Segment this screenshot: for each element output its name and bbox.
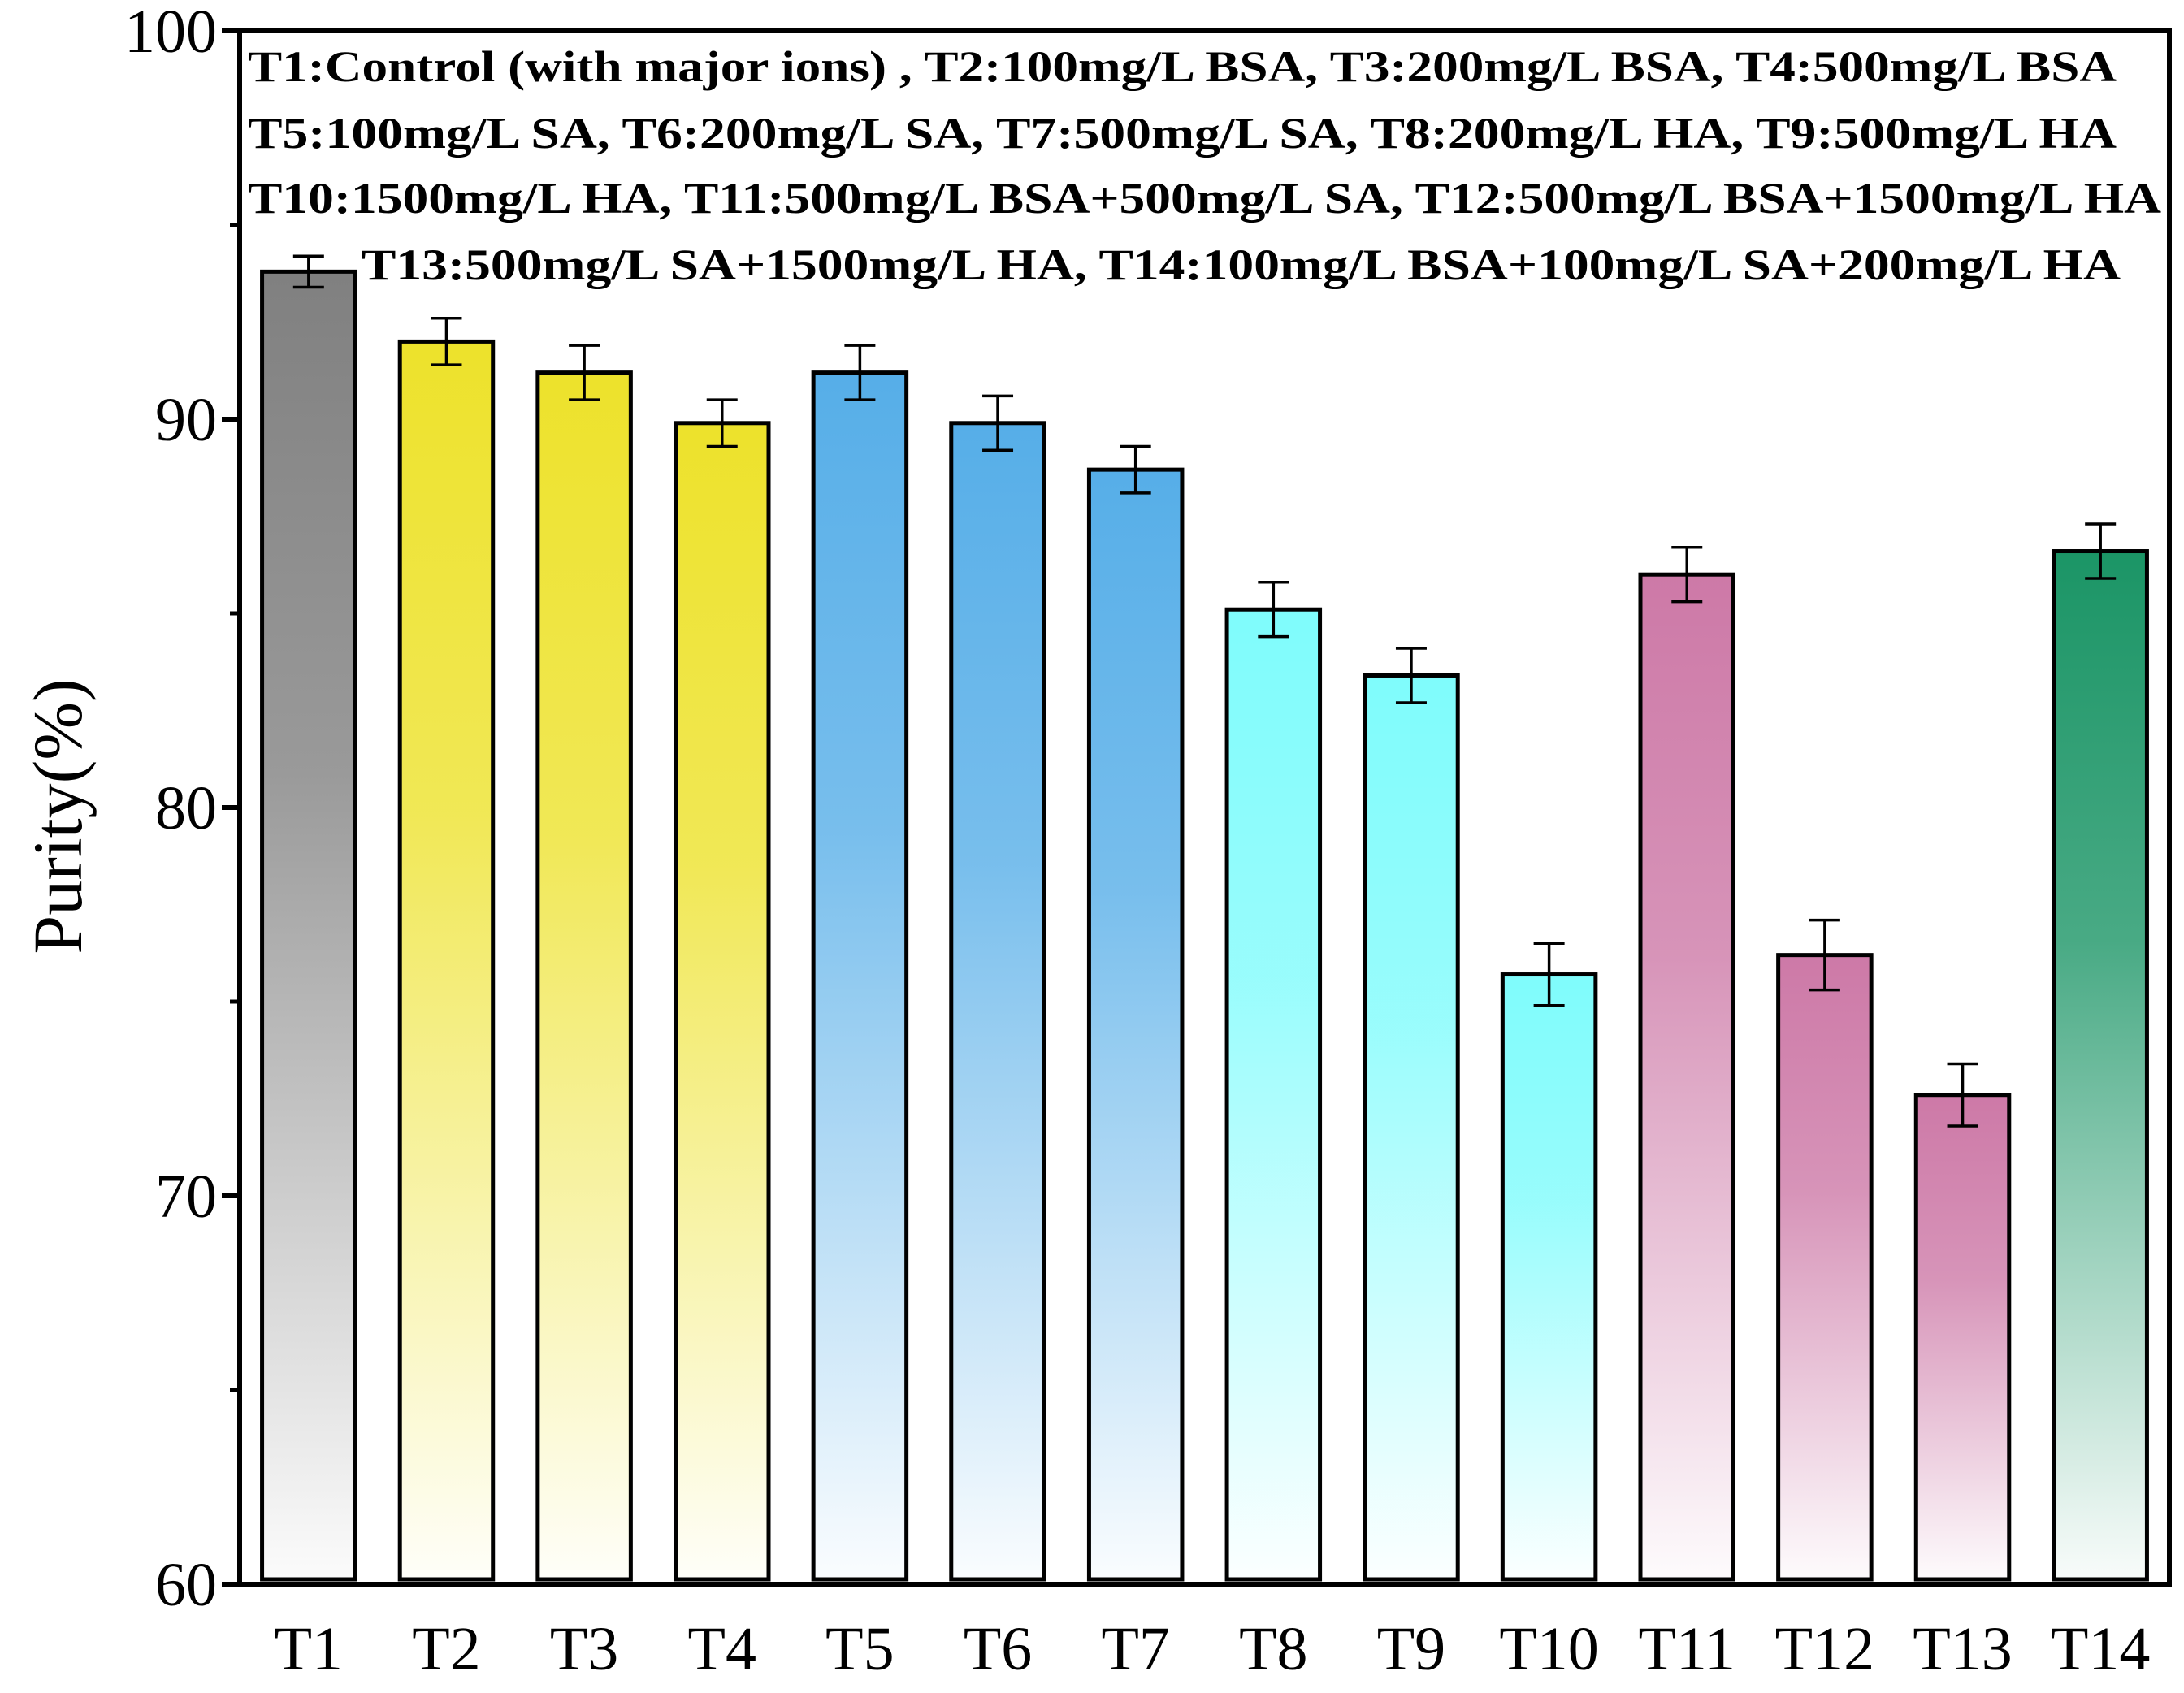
legend-line-4: T13:500mg/L SA+1500mg/L HA, T14:100mg/L … [362, 240, 2121, 289]
x-tick-label-t3: T3 [550, 1615, 618, 1683]
bar-t9 [1363, 673, 1460, 1582]
bar-t6 [949, 421, 1046, 1582]
x-tick-label-t5: T5 [826, 1615, 894, 1683]
error-bars-layer [292, 254, 2117, 1128]
error-bar-t10 [1533, 942, 1565, 1007]
y-axis-label: Purity(%) [19, 678, 97, 954]
legend: T1:Control (with major ions) , T2:100mg/… [248, 42, 2161, 289]
bar-t7 [1086, 467, 1185, 1582]
error-bar-t2 [431, 316, 462, 366]
bar-t10 [1500, 972, 1598, 1582]
error-bar-t4 [706, 398, 738, 448]
x-tick-label-t2: T2 [412, 1615, 480, 1683]
error-bar-t8 [1258, 581, 1289, 639]
bar-t2 [397, 339, 496, 1582]
axes: T1 T2 T3 T4 T5 T6 T7 T8 T9 T10 T11 T12 T13 T14 60 70 80 9… [124, 0, 2172, 1683]
x-tick-label-t13: T13 [1913, 1615, 2012, 1683]
bar-t4 [673, 421, 771, 1582]
error-bar-t13 [1947, 1062, 1978, 1128]
bar-t11 [1638, 572, 1736, 1582]
error-bar-t14 [2085, 522, 2117, 580]
error-bar-t6 [982, 394, 1014, 452]
error-bar-t11 [1671, 545, 1703, 604]
error-bar-t3 [569, 344, 600, 401]
bar-t8 [1224, 607, 1323, 1582]
error-bar-t12 [1809, 918, 1840, 992]
y-tick-label-80: 80 [155, 774, 217, 842]
bar-t14 [2052, 549, 2149, 1582]
x-tick-label-t11: T11 [1638, 1615, 1736, 1683]
x-tick-label-t6: T6 [964, 1615, 1032, 1683]
legend-line-2: T5:100mg/L SA, T6:200mg/L SA, T7:500mg/L… [248, 109, 2117, 158]
x-tick-label-t4: T4 [688, 1615, 756, 1683]
y-tick-label-70: 70 [155, 1163, 217, 1231]
error-bar-t1 [292, 254, 324, 289]
error-bar-t9 [1395, 647, 1427, 704]
bar-t3 [535, 370, 633, 1582]
x-tick-label-t10: T10 [1499, 1615, 1598, 1683]
legend-line-3: T10:1500mg/L HA, T11:500mg/L BSA+500mg/L… [248, 174, 2161, 223]
x-tick-label-t14: T14 [2051, 1615, 2150, 1683]
x-tick-label-t1: T1 [275, 1615, 343, 1683]
bar-t12 [1776, 953, 1874, 1582]
y-tick-label-90: 90 [155, 386, 217, 454]
error-bar-t7 [1120, 444, 1151, 495]
x-tick-label-t8: T8 [1239, 1615, 1307, 1683]
error-bar-t5 [844, 344, 876, 401]
bar-t1 [260, 269, 358, 1582]
y-tick-label-100: 100 [124, 0, 217, 66]
bar-t13 [1913, 1093, 2012, 1582]
bar-t5 [811, 370, 909, 1582]
x-tick-label-t9: T9 [1377, 1615, 1445, 1683]
y-tick-label-60: 60 [155, 1551, 217, 1619]
x-tick-label-t12: T12 [1775, 1615, 1874, 1683]
legend-line-1: T1:Control (with major ions) , T2:100mg/… [248, 42, 2117, 91]
x-tick-label-t7: T7 [1101, 1615, 1169, 1683]
bars-layer [260, 269, 2149, 1582]
